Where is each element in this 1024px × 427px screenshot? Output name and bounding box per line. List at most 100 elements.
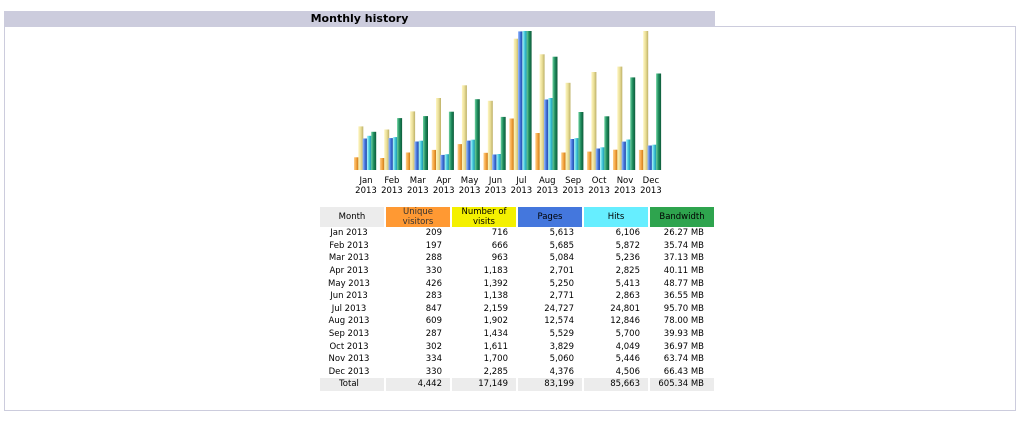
bar-hits-oct — [600, 147, 605, 170]
bar-unique-visitors-oct — [587, 151, 593, 170]
cell-bandwidth: 40.11 MB — [663, 266, 704, 277]
cell-visits: 2,159 — [483, 303, 508, 314]
cell-visits: 2,285 — [483, 366, 508, 377]
table-row: May 2013 426 1,392 5,250 5,413 48.77 MB — [320, 277, 714, 290]
total-visits: 17,149 — [452, 378, 516, 391]
x-tick-label-year: 2013 — [485, 186, 507, 196]
cell-pages: 5,613 — [549, 228, 574, 239]
header-hits: Hits — [584, 207, 648, 227]
cell-hits: 24,801 — [610, 303, 640, 314]
cell-visits: 1,392 — [483, 278, 508, 289]
cell-bandwidth: 35.74 MB — [663, 240, 704, 251]
cell-visits: 1,902 — [483, 316, 508, 327]
bar-pages-mar — [414, 141, 420, 170]
page-title: Monthly history — [310, 12, 409, 25]
cell-bandwidth: 66.43 MB — [663, 366, 704, 377]
cell-hits: 5,413 — [615, 278, 640, 289]
bar-pages-nov — [621, 141, 627, 170]
bar-bandwidth-may — [474, 99, 480, 170]
cell-bandwidth: 95.70 MB — [663, 303, 704, 314]
bar-unique-visitors-nov — [613, 149, 618, 170]
x-tick-label-year: 2013 — [459, 186, 481, 196]
cell-pages: 5,250 — [549, 278, 574, 289]
header-unique-visitors: Unique visitors — [386, 207, 450, 227]
bar-hits-may — [470, 139, 476, 170]
bar-hits-sep — [574, 138, 580, 170]
bar-number-of-visits-oct — [591, 72, 597, 170]
bar-pages-sep — [569, 139, 575, 170]
bar-hits-nov — [625, 139, 631, 170]
cell-hits: 12,846 — [610, 316, 640, 327]
bar-number-of-visits-dec — [643, 31, 649, 170]
bar-unique-visitors-apr — [431, 149, 437, 170]
bar-number-of-visits-nov — [617, 66, 623, 170]
bar-pages-jun — [492, 154, 498, 170]
cell-visitors: 330 — [425, 366, 442, 377]
bar-hits-feb — [392, 137, 398, 170]
cell-month: May 2013 — [328, 278, 370, 289]
cell-month: Jun 2013 — [330, 291, 368, 302]
table-row: Dec 2013 330 2,285 4,376 4,506 66.43 MB — [320, 366, 714, 379]
bar-pages-aug — [543, 99, 549, 170]
bar-bandwidth-sep — [578, 112, 584, 170]
cell-hits: 4,506 — [615, 366, 640, 377]
header-pages: Pages — [518, 207, 582, 227]
bar-hits-mar — [418, 140, 424, 170]
bar-hits-jan — [366, 135, 372, 170]
x-tick-label-year: 2013 — [640, 186, 662, 196]
total-label: Total — [320, 378, 384, 391]
bar-bandwidth-mar — [423, 116, 428, 170]
x-tick-label-month: Apr — [436, 176, 451, 186]
x-tick-label-month: Oct — [592, 176, 607, 186]
bar-hits-aug — [548, 98, 554, 170]
bar-number-of-visits-may — [461, 85, 467, 170]
cell-visits: 1,611 — [483, 341, 508, 352]
title-bar — [4, 11, 715, 26]
cell-visitors: 283 — [425, 291, 442, 302]
table-total-row: Total 4,442 17,149 83,199 85,663 605.34 … — [320, 378, 714, 391]
table-row: Oct 2013 302 1,611 3,829 4,049 36.97 MB — [320, 340, 714, 353]
x-tick-label-month: Mar — [410, 176, 427, 186]
header-month: Month — [320, 207, 384, 227]
x-tick-label-month: Nov — [617, 176, 634, 186]
cell-pages: 5,060 — [549, 354, 574, 365]
total-pages: 83,199 — [518, 378, 582, 391]
bar-bandwidth-dec — [656, 73, 662, 170]
cell-visits: 1,700 — [483, 354, 508, 365]
cell-bandwidth: 39.93 MB — [663, 329, 704, 340]
bar-number-of-visits-mar — [410, 111, 416, 170]
cell-pages: 2,701 — [549, 266, 574, 277]
x-tick-label-month: Dec — [643, 176, 660, 186]
cell-pages: 4,376 — [549, 366, 574, 377]
x-tick-label-year: 2013 — [588, 186, 610, 196]
cell-visits: 716 — [491, 228, 508, 239]
total-bandwidth: 605.34 MB — [650, 378, 714, 391]
cell-visits: 1,138 — [483, 291, 508, 302]
bar-bandwidth-jan — [371, 131, 377, 170]
bar-hits-dec — [651, 144, 657, 170]
bar-number-of-visits-feb — [384, 129, 390, 170]
bar-pages-may — [466, 140, 472, 170]
bar-pages-jan — [362, 138, 368, 170]
bar-unique-visitors-dec — [638, 149, 644, 170]
cell-visitors: 302 — [425, 341, 442, 352]
cell-bandwidth: 36.97 MB — [663, 341, 704, 352]
bar-pages-feb — [388, 138, 394, 170]
bar-bandwidth-apr — [448, 111, 454, 170]
bar-bandwidth-oct — [604, 116, 610, 170]
total-hits: 85,663 — [584, 378, 648, 391]
table-row: Jun 2013 283 1,138 2,771 2,863 36.55 MB — [320, 290, 714, 303]
cell-hits: 5,236 — [615, 253, 640, 264]
total-visitors: 4,442 — [386, 378, 450, 391]
bar-unique-visitors-jan — [354, 157, 359, 170]
cell-visitors: 426 — [425, 278, 442, 289]
table-row: Jul 2013 847 2,159 24,727 24,801 95.70 MB — [320, 303, 714, 316]
x-tick-label-year: 2013 — [381, 186, 403, 196]
cell-hits: 5,446 — [615, 354, 640, 365]
cell-visitors: 847 — [425, 303, 442, 314]
cell-hits: 2,863 — [615, 291, 640, 302]
cell-pages: 5,084 — [549, 253, 574, 264]
table-row: Aug 2013 609 1,902 12,574 12,846 78.00 MB — [320, 315, 714, 328]
x-tick-label-year: 2013 — [433, 186, 455, 196]
cell-visitors: 209 — [425, 228, 442, 239]
